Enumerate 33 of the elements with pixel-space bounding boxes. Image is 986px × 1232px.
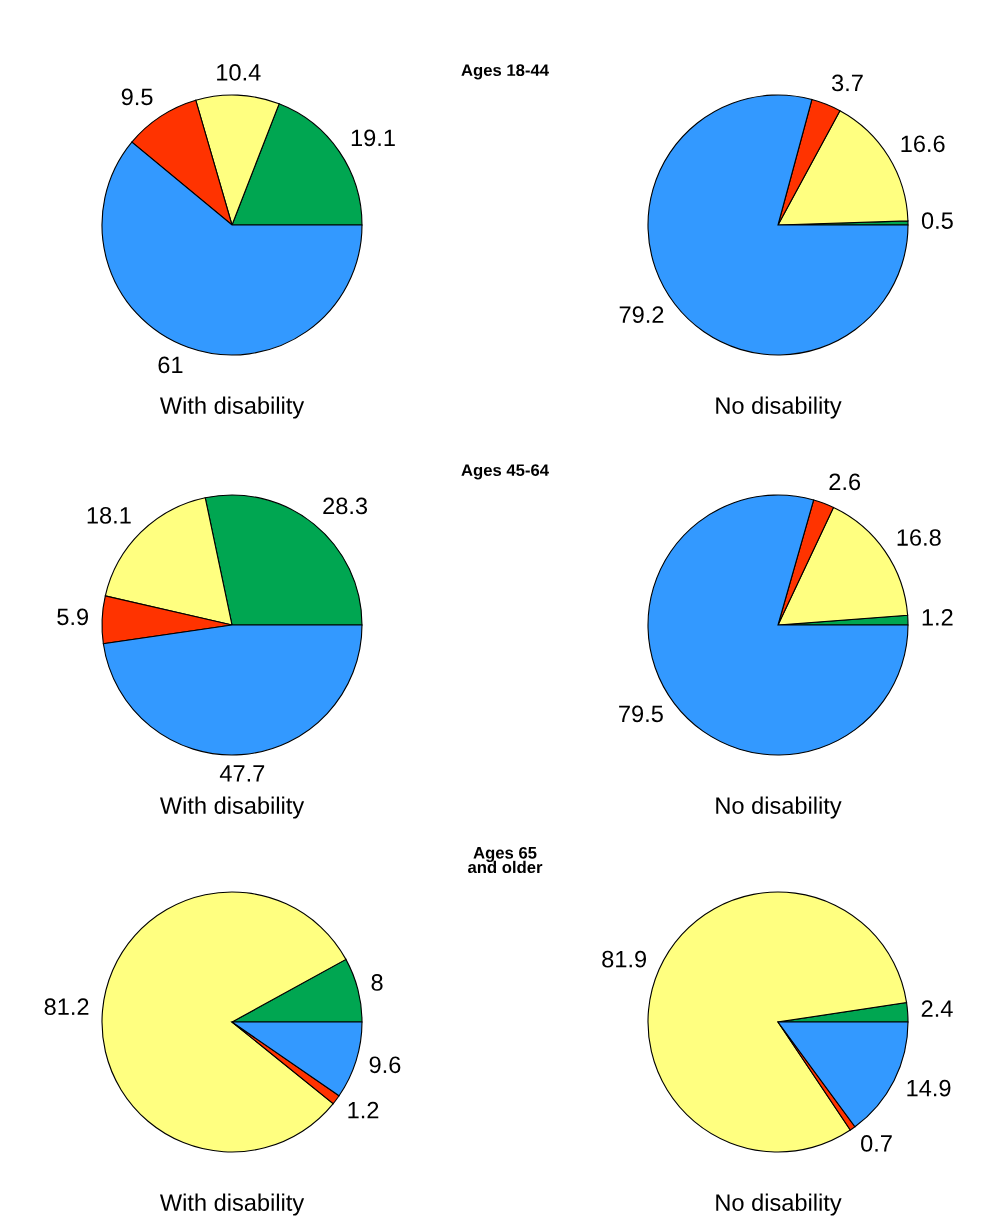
data-label: 18.1	[87, 506, 131, 524]
data-label: 79.2	[619, 306, 664, 324]
text: With disability	[159, 1193, 305, 1216]
data-label: 1.2	[922, 608, 953, 626]
data-label: 47.7	[219, 765, 265, 782]
data-label: 9.5	[121, 88, 153, 106]
data-label: 61	[158, 356, 183, 374]
data-label: 14.9	[907, 1079, 951, 1097]
data-label: 0.7	[861, 1135, 892, 1152]
data-label: 16.8	[897, 529, 941, 546]
data-label: 2.4	[921, 1000, 953, 1017]
text: Ages 18-44	[461, 64, 549, 80]
data-label: 3.7	[831, 74, 863, 92]
data-label: 81.2	[44, 998, 89, 1016]
data-label: 8	[371, 974, 383, 991]
text: No disability	[716, 796, 842, 819]
data-label: 0.5	[921, 212, 953, 229]
data-label: 5.9	[57, 608, 88, 626]
text: Ages 65 and older	[467, 846, 543, 874]
data-label: 2.6	[829, 473, 861, 491]
text: With disability	[159, 396, 305, 419]
text: No disability	[716, 1193, 842, 1216]
data-label: 16.6	[901, 135, 945, 153]
data-label: 19.1	[351, 129, 395, 147]
text: No disability	[716, 396, 842, 419]
data-label: 81.9	[602, 950, 647, 968]
data-label: 28.3	[323, 497, 368, 515]
data-label: 9.6	[369, 1056, 401, 1074]
data-label: 1.2	[348, 1101, 379, 1119]
text: Ages 45-64	[461, 464, 549, 480]
data-label: 79.5	[619, 705, 663, 723]
text: With disability	[159, 796, 305, 819]
data-label: 10.4	[217, 63, 261, 81]
